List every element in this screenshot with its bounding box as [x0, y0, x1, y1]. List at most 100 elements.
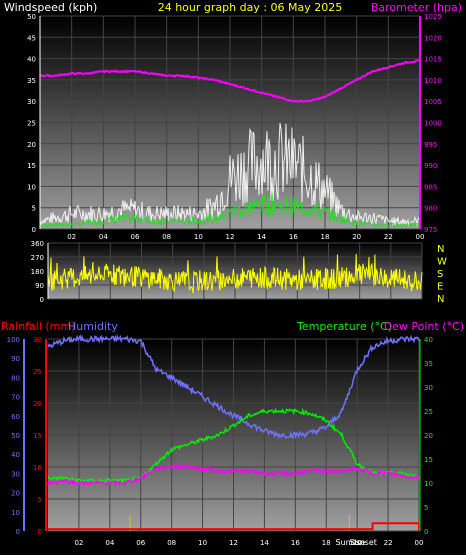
top-right-tick-label: 1025 [424, 13, 442, 21]
top-right-tick-label: 975 [424, 226, 437, 234]
humidity-tick-label: 90 [11, 355, 20, 363]
rainfall-series [48, 522, 420, 531]
temperature-tick-label: 40 [424, 336, 433, 344]
top-x-tick-label: 16 [289, 233, 298, 241]
top-x-tick-label: 14 [257, 233, 266, 241]
temperature-tick-label: 15 [424, 456, 433, 464]
temperature-tick-label: 10 [424, 480, 433, 488]
bottom-x-tick-label: 16 [291, 539, 300, 547]
wind-direction-series [47, 253, 423, 294]
rain-tick-label: 5 [38, 496, 42, 504]
humidity-label: Humidity [68, 320, 118, 333]
windspeed-series [39, 122, 421, 228]
top-right-tick-label: 1000 [424, 120, 442, 128]
top-left-tick-label: 5 [32, 205, 36, 213]
middle-series-group [47, 253, 423, 294]
top-x-tick-label: 08 [162, 233, 171, 241]
bottom-x-tick-label: 18 [322, 539, 331, 547]
top-left-tick-label: 30 [27, 98, 36, 106]
bottom-x-tick-label: 12 [229, 539, 238, 547]
top-left-tick-label: 25 [27, 120, 36, 128]
top-x-tick-label: 22 [384, 233, 393, 241]
direction-tick-label: 270 [31, 254, 44, 262]
bottom-grid [48, 338, 420, 532]
bottom-x-tick-label: 20 [353, 539, 362, 547]
top-x-tick-label: 06 [131, 233, 140, 241]
top-left-tick-label: 40 [27, 56, 36, 64]
top-right-tick-label: 1010 [424, 77, 442, 85]
top-left-tick-label: 0 [32, 226, 36, 234]
top-left-tick-label: 45 [27, 34, 36, 42]
barometer-label: Barometer (hpa) [371, 1, 462, 14]
bottom-x-tick-label: 00 [415, 539, 424, 547]
humidity-tick-label: 70 [11, 394, 20, 402]
humidity-tick-label: 0 [16, 528, 20, 536]
top-left-tick-label: 15 [27, 162, 36, 170]
top-x-tick-label: 20 [352, 233, 361, 241]
dewpoint-series [47, 462, 420, 487]
rain-tick-label: 10 [33, 464, 42, 472]
top-x-tick-label: 12 [226, 233, 235, 241]
bottom-x-tick-label: 10 [198, 539, 207, 547]
humidity-tick-label: 20 [11, 490, 20, 498]
top-x-tick-label: 18 [321, 233, 330, 241]
top-right-tick-label: 995 [424, 141, 437, 149]
sunset-label: Sunset [349, 538, 376, 547]
bottom-x-tick-label: 14 [260, 539, 269, 547]
temperature-tick-label: 30 [424, 384, 433, 392]
temperature-tick-label: 0 [424, 528, 428, 536]
top-right-tick-label: 980 [424, 205, 437, 213]
compass-letter: N [437, 244, 444, 255]
top-right-tick-label: 985 [424, 183, 437, 191]
top-left-tick-label: 50 [27, 13, 36, 21]
humidity-series [47, 333, 420, 440]
humidity-tick-label: 100 [7, 336, 20, 344]
rain-tick-label: 20 [33, 400, 42, 408]
top-x-tick-label: 00 [416, 233, 425, 241]
top-x-tick-label: 10 [194, 233, 203, 241]
average-wind-series [39, 193, 421, 228]
bottom-x-tick-label: 08 [167, 539, 176, 547]
bottom-x-tick-label: 04 [105, 539, 114, 547]
rain-tick-label: 15 [33, 432, 42, 440]
top-left-tick-label: 10 [27, 183, 36, 191]
top-right-tick-label: 1020 [424, 34, 442, 42]
temperature-tick-label: 35 [424, 360, 433, 368]
bottom-x-tick-label: 06 [136, 539, 145, 547]
humidity-tick-label: 80 [11, 374, 20, 382]
humidity-tick-label: 40 [11, 451, 20, 459]
temperature-tick-label: 5 [424, 504, 428, 512]
temperature-tick-label: 25 [424, 408, 433, 416]
bottom-x-tick-label: 22 [384, 539, 393, 547]
bottom-series-group [47, 333, 420, 531]
top-axes: 0510152025303540455097598098599099510001… [27, 13, 442, 241]
compass-letter: W [437, 257, 447, 268]
compass-letter: S [437, 269, 443, 280]
sunrise-label: Sunrise [335, 538, 365, 547]
top-right-tick-label: 1015 [424, 56, 442, 64]
direction-tick-label: 180 [31, 268, 44, 276]
barometer-series [39, 59, 421, 104]
top-right-tick-label: 1005 [424, 98, 442, 106]
direction-tick-label: 90 [35, 282, 44, 290]
dewpoint-label: Dew Point (°C) [384, 320, 464, 333]
rainfall-label: Rainfall (mm) [1, 320, 75, 333]
top-x-tick-label: 02 [67, 233, 76, 241]
rain-tick-label: 25 [33, 368, 42, 376]
humidity-tick-label: 60 [11, 413, 20, 421]
humidity-tick-label: 30 [11, 470, 20, 478]
compass-letter: E [437, 282, 443, 293]
direction-tick-label: 0 [40, 296, 44, 304]
windspeed-label: Windspeed (kph) [4, 1, 97, 14]
rain-tick-label: 30 [33, 336, 42, 344]
temperature-tick-label: 20 [424, 432, 433, 440]
graph-title: 24 hour graph day : 06 May 2025 [158, 1, 343, 14]
humidity-tick-label: 10 [11, 509, 20, 517]
top-left-tick-label: 20 [27, 141, 36, 149]
rain-tick-label: 0 [38, 528, 42, 536]
top-x-tick-label: 04 [99, 233, 108, 241]
top-left-tick-label: 35 [27, 77, 36, 85]
